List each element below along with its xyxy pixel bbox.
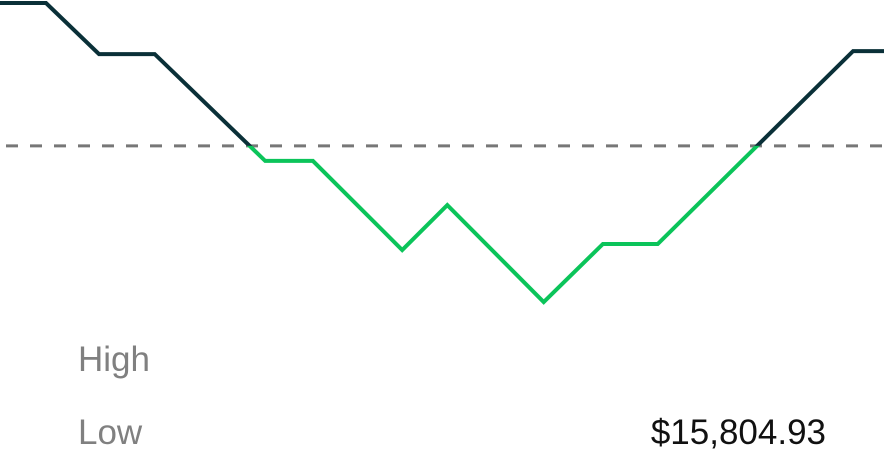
low-label: Low bbox=[78, 413, 143, 452]
low-value: $15,804.93 bbox=[650, 413, 826, 452]
price-chart bbox=[0, 1, 884, 305]
series-line-below bbox=[246, 145, 760, 305]
high-label: High bbox=[78, 340, 150, 379]
series-line-above bbox=[0, 1, 884, 146]
